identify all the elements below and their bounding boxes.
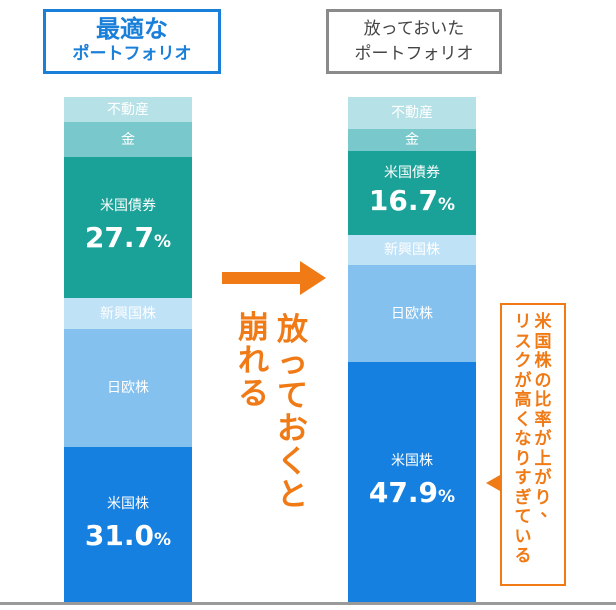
seg-gold: 金 xyxy=(64,122,192,157)
right-arrow-icon xyxy=(300,261,326,295)
seg-emerging-stocks: 新興国株 xyxy=(64,298,192,329)
seg-real-estate: 不動産 xyxy=(348,97,476,129)
arrow-text-col1: 崩れる xyxy=(238,310,269,412)
us-bonds-percent: 27.7% xyxy=(84,220,172,254)
right-arrow-shaft xyxy=(222,272,302,284)
us-stocks-percent: 47.9% xyxy=(368,476,456,509)
optimal-title-line2: ポートフォリオ xyxy=(72,44,192,64)
baseline-divider xyxy=(0,602,616,605)
seg-real-estate: 不動産 xyxy=(64,97,192,122)
us-bonds-percent: 16.7% xyxy=(368,184,456,217)
seg-us-bonds: 米国債券 16.7% xyxy=(348,151,476,235)
seg-jp-eu-stocks: 日欧株 xyxy=(348,265,476,362)
optimal-title-line1: 最適な xyxy=(96,15,168,43)
neglected-title-line1: 放っておいた xyxy=(363,19,465,39)
note-col1: リスクが高くなりすぎている xyxy=(514,312,532,566)
arrow-text-col2: 放っておくと xyxy=(277,312,308,513)
neglected-portfolio-bar: 不動産 金 米国債券 16.7% 新興国株 日欧株 米国株 47.9% xyxy=(348,97,476,604)
seg-jp-eu-stocks: 日欧株 xyxy=(64,329,192,447)
note-box: リスクが高くなりすぎている 米国株の比率が上がり、 xyxy=(500,303,566,586)
note-pointer-icon xyxy=(486,475,500,491)
seg-us-stocks: 米国株 47.9% xyxy=(348,362,476,604)
note-col2: 米国株の比率が上がり、 xyxy=(534,312,558,521)
seg-us-bonds: 米国債券 27.7% xyxy=(64,157,192,298)
optimal-portfolio-bar: 不動産 金 米国債券 27.7% 新興国株 日欧株 米国株 31.0% xyxy=(64,97,192,604)
seg-emerging-stocks: 新興国株 xyxy=(348,235,476,265)
neglected-portfolio-title: 放っておいた ポートフォリオ xyxy=(326,9,502,74)
seg-us-stocks: 米国株 31.0% xyxy=(64,447,192,604)
optimal-portfolio-title: 最適な ポートフォリオ xyxy=(43,9,221,74)
neglected-title-line2: ポートフォリオ xyxy=(354,44,474,64)
us-stocks-percent: 31.0% xyxy=(84,518,172,552)
seg-gold: 金 xyxy=(348,129,476,151)
